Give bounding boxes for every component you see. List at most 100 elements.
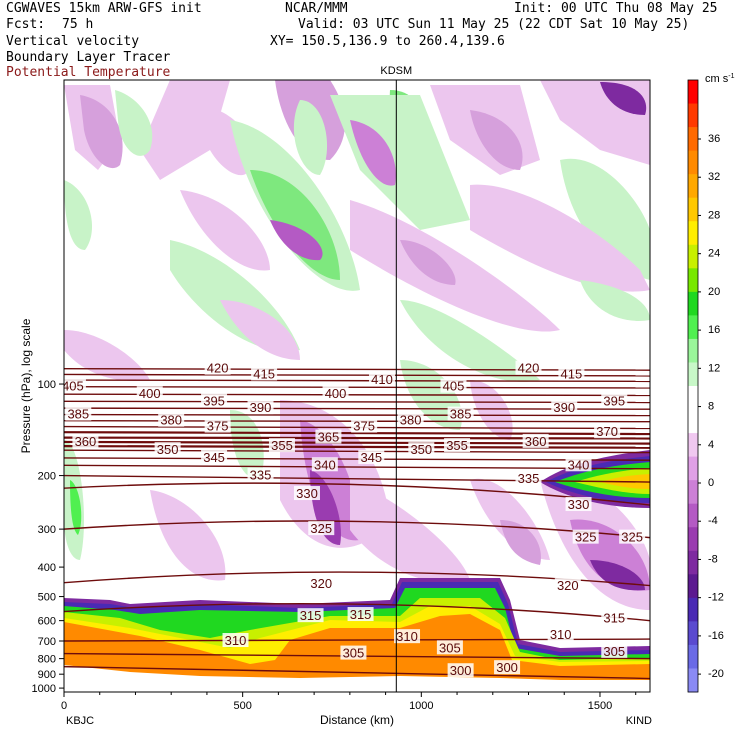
theta-line-360 <box>64 440 650 445</box>
theta-line-300 <box>64 665 650 680</box>
colorbar-swatch <box>688 597 698 622</box>
contour-label-bg <box>340 645 367 660</box>
forecast-hour: 75 h <box>62 17 94 32</box>
colorbar-swatch <box>688 480 698 505</box>
center-name: NCAR/MMM <box>285 1 348 16</box>
contour-label-bg <box>65 406 92 421</box>
theta-line-315 <box>64 602 650 622</box>
contour-label-bg <box>619 529 646 544</box>
contour-label-bg <box>522 433 549 448</box>
colorbar-swatch <box>688 433 698 458</box>
x-tick-label: 500 <box>233 700 251 712</box>
colorbar-swatch <box>688 221 698 246</box>
contour-label-360: 360 <box>75 434 97 449</box>
colorbar-swatch <box>688 503 698 528</box>
contour-label-bg <box>268 438 295 453</box>
contour-label-bg <box>444 438 471 453</box>
contour-label-bg <box>601 393 628 408</box>
cross-section-endpoints: XY= 150.5,136.9 to 260.4,139.6 <box>270 34 505 49</box>
theta-line-325 <box>64 520 650 539</box>
contour-label-bg <box>247 400 274 415</box>
colorbar-label: -20 <box>708 668 724 680</box>
y-tick-label: 700 <box>38 636 56 648</box>
left-station-label: KBJC <box>66 715 94 727</box>
y-tick-label: 800 <box>38 654 56 666</box>
contour-label-bg <box>447 663 474 678</box>
theta-line-410 <box>64 379 650 383</box>
contour-label-bg <box>204 418 231 433</box>
contour-label-340: 340 <box>314 457 336 472</box>
contour-label-325: 325 <box>310 521 332 536</box>
field-vertical-velocity: Vertical velocity <box>6 34 140 49</box>
contour-label-bg <box>369 372 396 387</box>
contour-label-305: 305 <box>343 646 365 661</box>
theta-line-355 <box>64 445 650 449</box>
colorbar-label: 36 <box>708 133 720 145</box>
contour-label-415: 415 <box>561 366 583 381</box>
contour-label-340: 340 <box>568 457 590 472</box>
contour-label-325: 325 <box>575 530 597 545</box>
colorbar-label: 20 <box>708 286 720 298</box>
y-tick-label: 900 <box>38 669 56 681</box>
colorbar-swatch <box>688 456 698 481</box>
x-tick-label: 1000 <box>409 700 433 712</box>
contour-label-325: 325 <box>621 530 643 545</box>
contour-label-bg <box>201 393 228 408</box>
theta-isentropes <box>64 367 650 680</box>
colorbar-swatch <box>688 527 698 552</box>
colorbar-swatch <box>688 621 698 646</box>
contour-label-375: 375 <box>207 419 229 434</box>
contour-label-315: 315 <box>300 608 322 623</box>
right-station-label: KIND <box>626 715 652 727</box>
y-tick-label: 300 <box>38 524 56 536</box>
colorbar-swatch <box>688 197 698 222</box>
contour-label-bg <box>251 366 278 381</box>
colorbar-swatch <box>688 150 698 175</box>
contour-label-bg <box>204 360 231 375</box>
contour-label-310: 310 <box>396 629 418 644</box>
contour-label-bg <box>554 578 581 593</box>
contour-label-300: 300 <box>496 660 518 675</box>
contour-label-bg <box>308 576 335 591</box>
contour-label-420: 420 <box>518 361 540 376</box>
contour-label-315: 315 <box>350 607 372 622</box>
colorbar-swatch <box>688 550 698 575</box>
contour-label-415: 415 <box>253 366 275 381</box>
contour-label-305: 305 <box>603 644 625 659</box>
field-boundary-layer-tracer: Boundary Layer Tracer <box>6 50 171 65</box>
kdsm-station-label: KDSM <box>380 65 412 77</box>
theta-line-385 <box>64 413 650 417</box>
colorbar-swatch <box>688 386 698 411</box>
colorbar-label: -8 <box>708 553 718 565</box>
init-time: Init: 00 UTC Thu 08 May 25 <box>514 1 718 16</box>
x-axis-label: Distance (km) <box>320 713 394 727</box>
model-title: CGWAVES 15km ARW-GFS init <box>6 1 202 16</box>
contour-label-350: 350 <box>410 442 432 457</box>
valid-time: Valid: 03 UTC Sun 11 May 25 (22 CDT Sat … <box>298 17 690 32</box>
y-tick-label: 100 <box>38 379 56 391</box>
contour-label-bg <box>293 486 320 501</box>
x-tick-label: 1500 <box>588 700 612 712</box>
y-tick-label: 400 <box>38 562 56 574</box>
colorbar-swatch <box>688 409 698 434</box>
colorbar-label: -16 <box>708 630 724 642</box>
contour-label-bg <box>558 366 585 381</box>
forecast-label: Fcst: <box>6 17 46 32</box>
contour-label-bg <box>222 632 249 647</box>
contour-label-355: 355 <box>446 438 468 453</box>
colorbar-unit: cm s-1 <box>705 73 735 85</box>
colorbar-swatch <box>688 291 698 316</box>
wave-pattern <box>64 80 650 382</box>
colorbar-label: 12 <box>708 362 720 374</box>
contour-label-bg <box>436 640 463 655</box>
y-tick-label: 1000 <box>32 683 56 695</box>
contour-label-bg <box>447 406 474 421</box>
contour-label-bg <box>565 457 592 472</box>
theta-line-365 <box>64 436 650 440</box>
plot-frame <box>63 79 651 693</box>
contour-label-395: 395 <box>603 393 625 408</box>
contour-label-410: 410 <box>371 372 393 387</box>
contour-label-310: 310 <box>225 633 247 648</box>
colorbar-label: 8 <box>708 401 714 413</box>
